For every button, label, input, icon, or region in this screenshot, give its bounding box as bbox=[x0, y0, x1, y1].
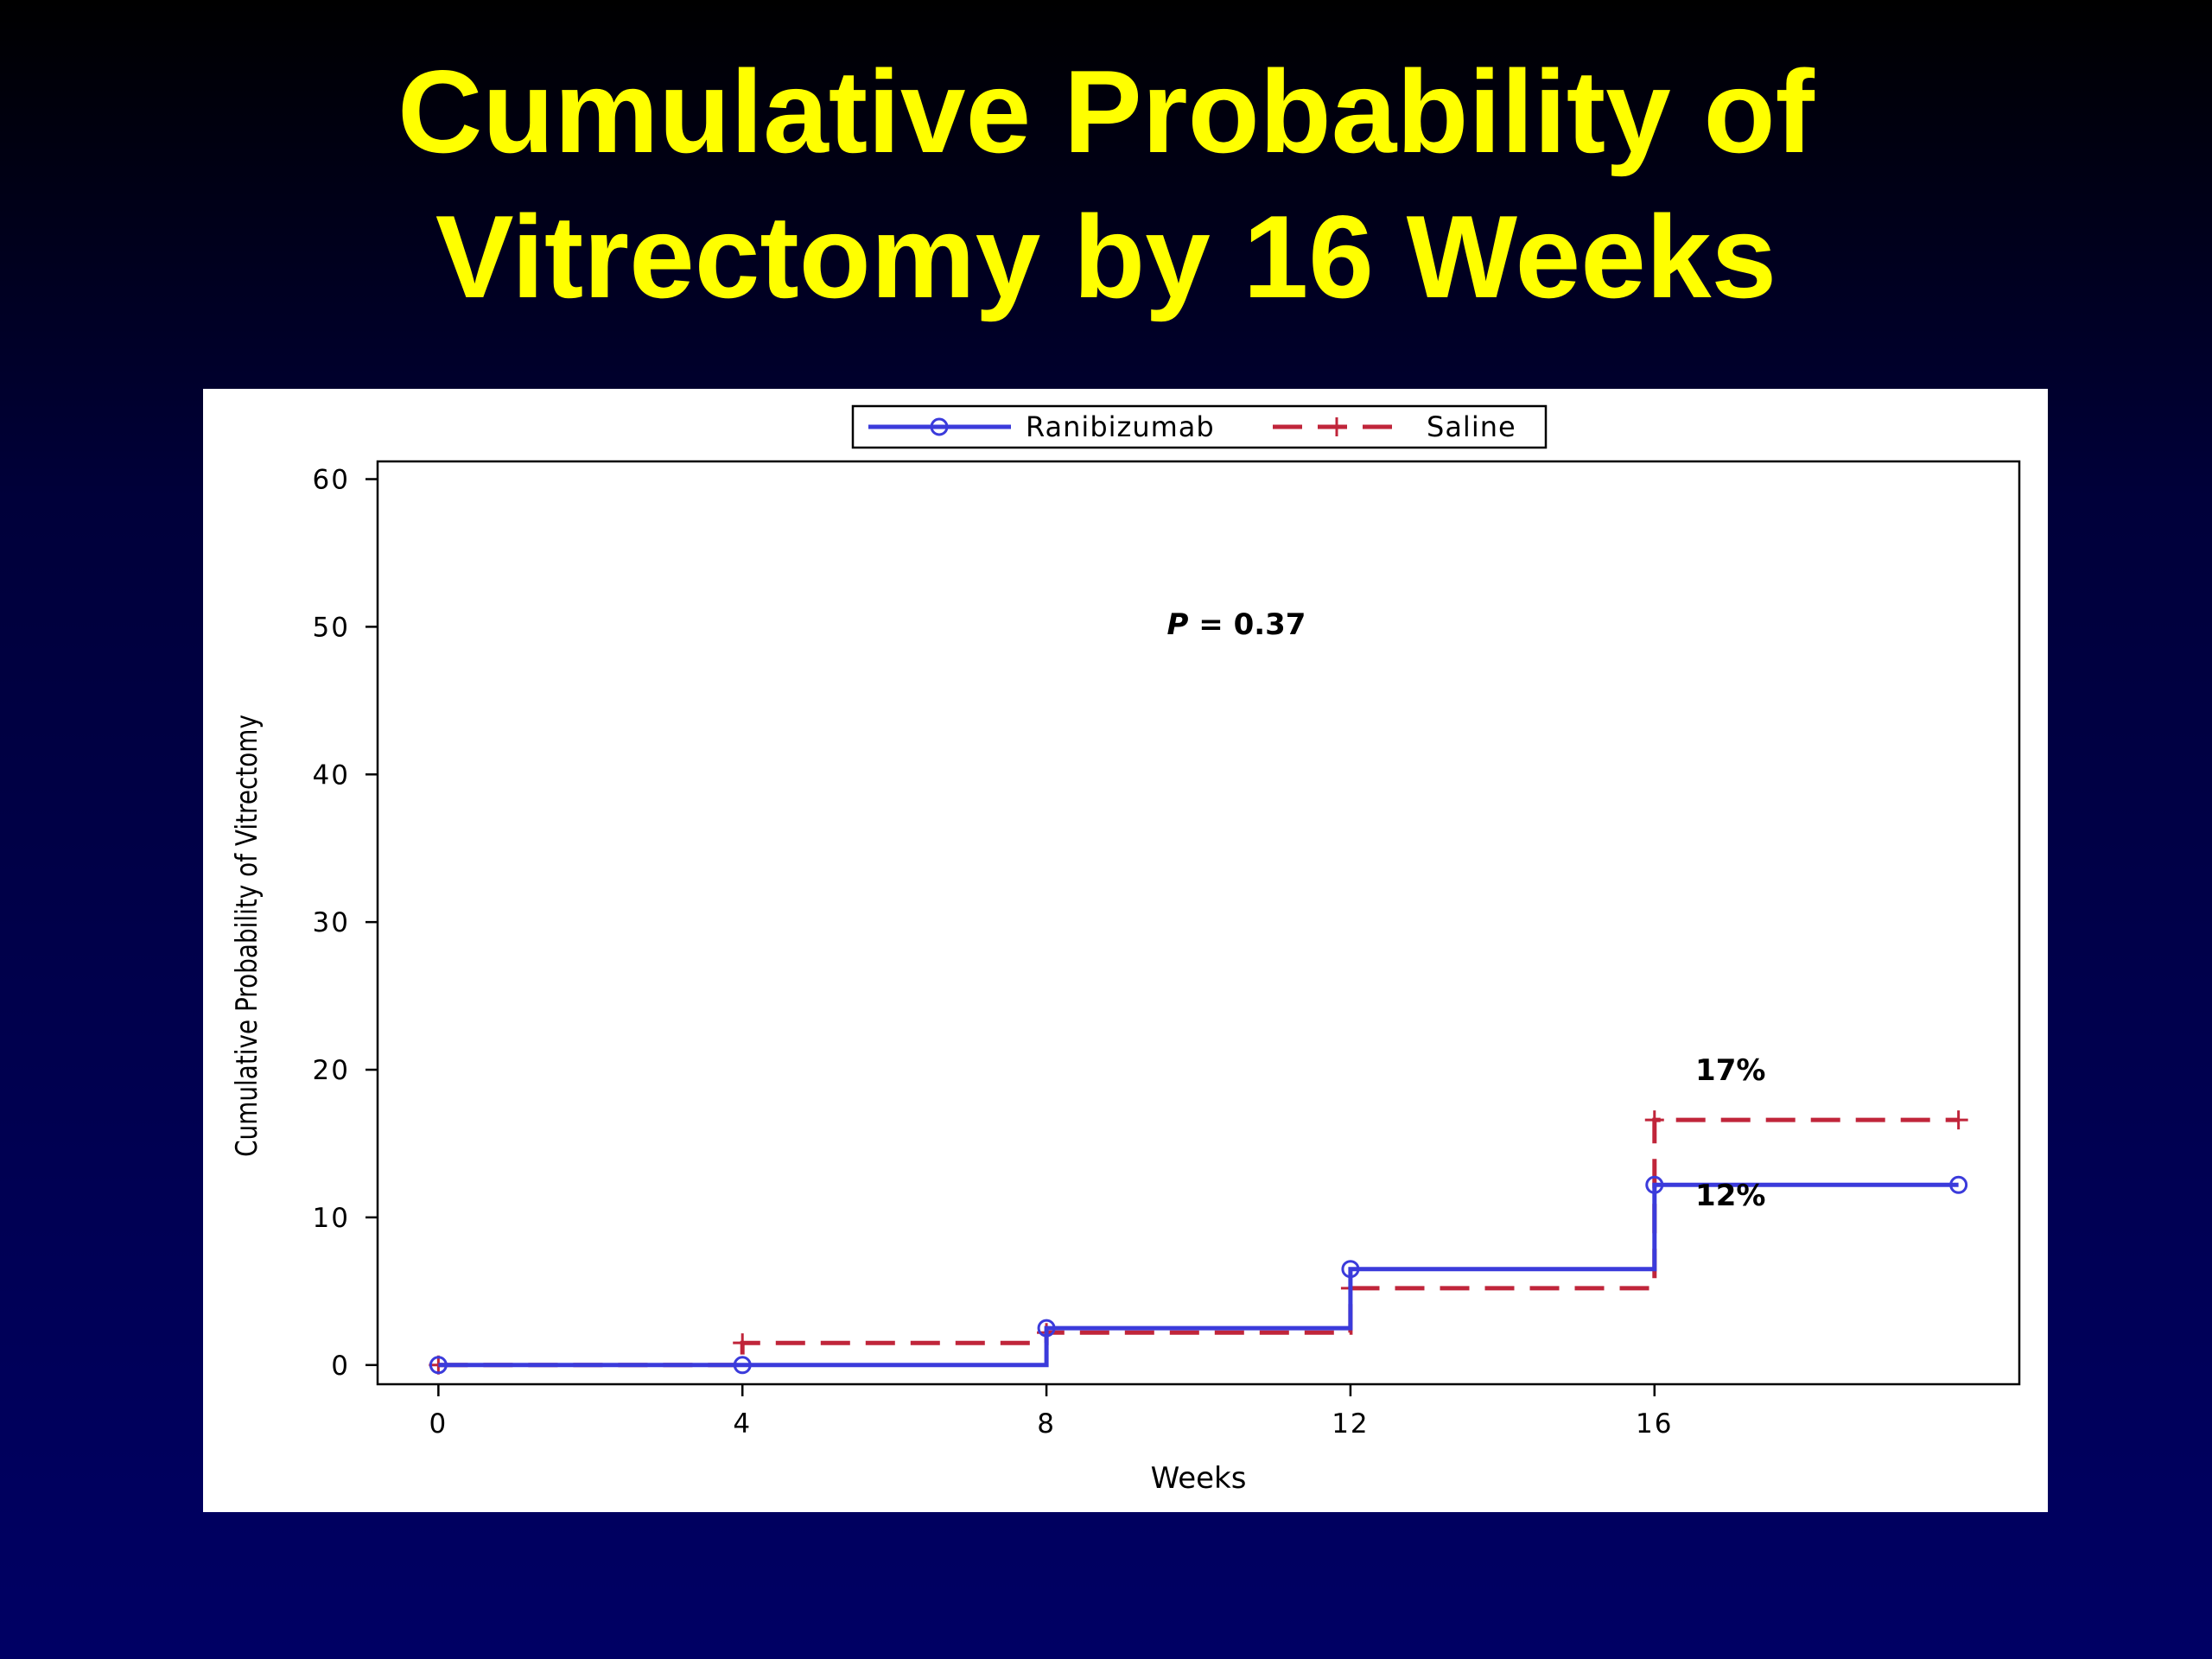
point-marker-ranibizumab bbox=[1645, 1175, 1664, 1194]
point-marker-saline bbox=[733, 1333, 753, 1353]
chart-panel: 0 10 20 30 40 50 60 0 4 8 12 16 Weeks Cumulative Prob… bbox=[203, 389, 2048, 1512]
y-tick-label: 60 bbox=[313, 465, 350, 496]
point-marker-saline bbox=[1948, 1110, 1968, 1130]
y-tick-label: 50 bbox=[313, 612, 350, 643]
series-line-ranibizumab bbox=[438, 1182, 1959, 1368]
point-marker-saline bbox=[1644, 1110, 1664, 1130]
chart-annotation: 17% bbox=[1695, 1053, 1765, 1088]
point-marker-ranibizumab bbox=[1341, 1260, 1360, 1279]
chart-annotation: 12% bbox=[1695, 1179, 1765, 1213]
x-axis-title: Weeks bbox=[1151, 1461, 1247, 1496]
point-marker-ranibizumab bbox=[733, 1356, 752, 1375]
legend-label-saline: Saline bbox=[1427, 410, 1516, 443]
y-tick-label: 20 bbox=[313, 1055, 350, 1086]
slide-title: Cumulative Probability of Vitrectomy by … bbox=[0, 39, 2212, 329]
x-tick-label: 0 bbox=[429, 1408, 448, 1440]
plot-frame bbox=[376, 460, 2021, 1386]
slide-title-line-2: Vitrectomy by 16 Weeks bbox=[435, 191, 1777, 322]
x-tick-label: 4 bbox=[733, 1408, 752, 1440]
y-tick-label: 30 bbox=[313, 907, 350, 938]
y-tick-label: 40 bbox=[313, 760, 350, 791]
legend-label-ranibizumab: Ranibizumab bbox=[1026, 410, 1215, 443]
legend-marker-ranibizumab bbox=[930, 417, 949, 436]
x-tick-label: 12 bbox=[1332, 1408, 1369, 1440]
x-tick-label: 8 bbox=[1037, 1408, 1056, 1440]
slide-title-line-1: Cumulative Probability of bbox=[397, 46, 1815, 177]
annotation-p-value: = 0.37 bbox=[1188, 607, 1306, 642]
point-marker-ranibizumab bbox=[1949, 1175, 1968, 1194]
chart-canvas: 0 10 20 30 40 50 60 0 4 8 12 16 Weeks Cumulative Prob… bbox=[230, 404, 2021, 1496]
chart-annotation: P = 0.37 bbox=[1166, 607, 1306, 642]
legend-marker-saline bbox=[1327, 417, 1346, 436]
y-tick-label: 0 bbox=[331, 1351, 350, 1382]
annotation-p-symbol: P bbox=[1166, 607, 1188, 642]
point-marker-ranibizumab bbox=[1037, 1319, 1056, 1338]
y-axis-title: Cumulative Probability of Vitrectomy bbox=[230, 715, 264, 1157]
y-tick-label: 10 bbox=[313, 1203, 350, 1234]
x-tick-label: 16 bbox=[1636, 1408, 1673, 1440]
point-marker-ranibizumab bbox=[429, 1356, 448, 1375]
